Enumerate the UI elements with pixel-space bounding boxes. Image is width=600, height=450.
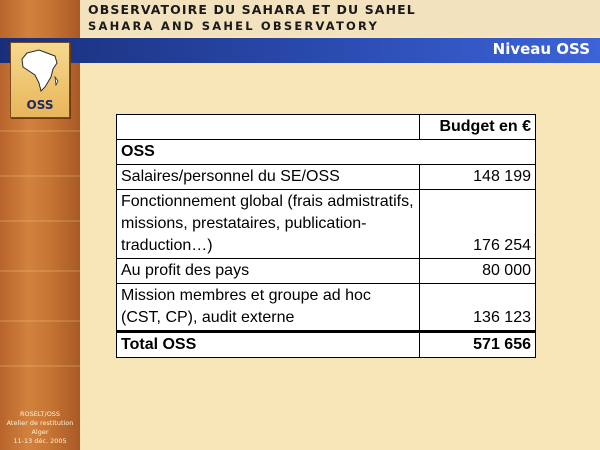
table-row: Mission membres et groupe ad hoc (CST, C…: [116, 283, 537, 332]
table-header-row: Budget en €: [116, 114, 537, 140]
title-bar: [0, 38, 600, 63]
footer-line: Atelier de restitution: [6, 419, 74, 427]
table-total-row: Total OSS 571 656: [116, 330, 537, 358]
footer-event-info: ROSELT/OSS Atelier de restitution Alger …: [0, 410, 80, 446]
table-row: Au profit des pays 80 000: [116, 258, 537, 284]
row-value: 80 000: [418, 258, 537, 284]
row-label: Salaires/personnel du SE/OSS: [116, 164, 420, 190]
table-row: Salaires/personnel du SE/OSS 148 199: [116, 164, 537, 190]
total-label: Total OSS: [116, 330, 420, 358]
column-header-budget: Budget en €: [418, 114, 537, 140]
row-label: Fonctionnement global (frais admistratif…: [116, 189, 420, 259]
footer-line: Alger: [31, 428, 49, 436]
row-value: 176 254: [418, 189, 537, 259]
row-label: Mission membres et groupe ad hoc (CST, C…: [116, 283, 420, 332]
section-title: Niveau OSS: [492, 40, 590, 58]
logo-text: OSS: [26, 98, 54, 112]
oss-logo: OSS: [10, 42, 70, 118]
organization-name-en: SAHARA AND SAHEL OBSERVATORY: [88, 19, 379, 33]
row-value: 136 123: [418, 283, 537, 332]
header-band: [80, 0, 600, 36]
section-label: OSS: [116, 139, 536, 165]
footer-line: 11-13 déc. 2005: [13, 437, 67, 445]
africa-map-icon: [21, 49, 59, 92]
row-label: Au profit des pays: [116, 258, 420, 284]
table-header-empty: [116, 114, 420, 140]
budget-table: Budget en € OSS Salaires/personnel du SE…: [116, 114, 537, 358]
organization-name-fr: OBSERVATOIRE DU SAHARA ET DU SAHEL: [88, 2, 416, 17]
total-value: 571 656: [418, 330, 537, 358]
footer-line: ROSELT/OSS: [19, 410, 61, 418]
row-value: 148 199: [418, 164, 537, 190]
table-section-row: OSS: [116, 139, 536, 165]
table-row: Fonctionnement global (frais admistratif…: [116, 189, 537, 259]
